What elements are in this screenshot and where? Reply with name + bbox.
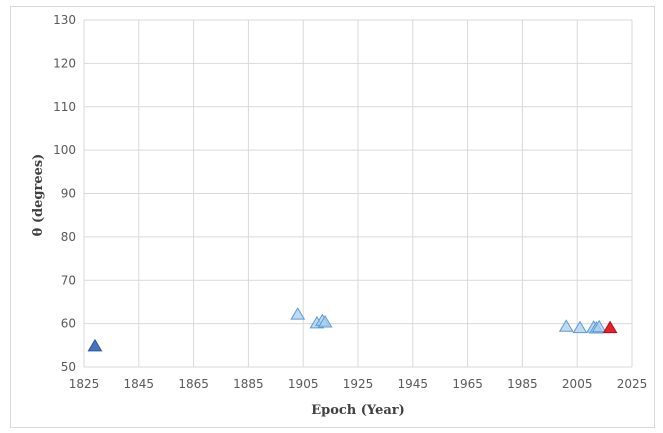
x-tick-label: 1925 <box>343 377 374 391</box>
data-point <box>591 319 607 333</box>
grid-lines <box>83 19 633 368</box>
data-point <box>558 319 574 332</box>
y-tick-label: 60 <box>61 317 76 331</box>
x-tick-label: 1825 <box>69 377 100 391</box>
x-tick-label: 1885 <box>233 377 264 391</box>
x-tick-label: 2025 <box>617 377 648 391</box>
y-tick-label: 100 <box>53 143 76 157</box>
y-tick-label: 90 <box>61 187 76 201</box>
x-tick-label: 1905 <box>288 377 319 391</box>
data-point <box>290 307 306 320</box>
y-tick-label: 70 <box>61 273 76 287</box>
x-tick-label: 1865 <box>178 377 209 391</box>
y-axis-title: θ (degrees) <box>31 154 46 237</box>
y-tick-label: 130 <box>53 13 76 27</box>
tick-labels: 50 60 70 80 90 100 110 120 130 1825 1845 1865 1885 19… <box>53 13 647 391</box>
x-axis-title: Epoch (Year) <box>311 403 405 418</box>
data-point <box>602 320 618 334</box>
data-point <box>87 338 103 352</box>
x-tick-label: 1945 <box>398 377 429 391</box>
data-points <box>87 307 618 352</box>
chart-frame <box>10 6 655 428</box>
y-tick-label: 50 <box>61 360 76 374</box>
y-tick-label: 120 <box>53 56 76 70</box>
y-tick-label: 110 <box>53 100 76 114</box>
x-tick-label: 1985 <box>507 377 538 391</box>
x-tick-label: 1845 <box>124 377 155 391</box>
data-point <box>317 314 333 328</box>
x-tick-label: 2005 <box>562 377 593 391</box>
y-tick-label: 80 <box>61 230 76 244</box>
data-point <box>572 320 588 334</box>
x-tick-label: 1965 <box>452 377 483 391</box>
